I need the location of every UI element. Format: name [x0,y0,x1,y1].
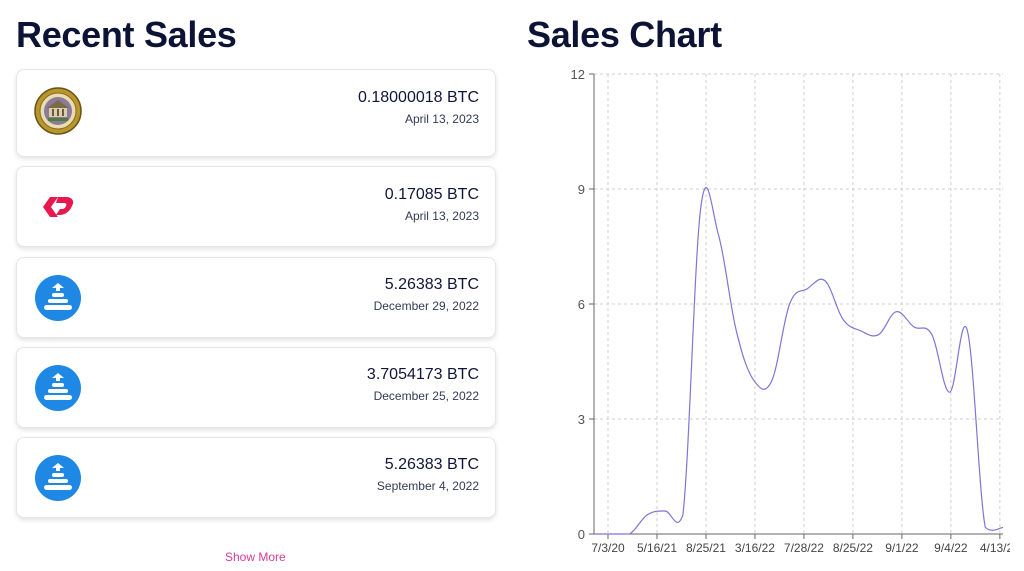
sale-card[interactable]: 5.26383 BTC December 29, 2022 [16,257,496,338]
pink-logo-icon [34,183,82,231]
x-tick-label: 5/16/21 [637,541,677,555]
chart-grid [594,73,1003,535]
x-tick-label: 3/16/22 [735,541,775,555]
x-tick-label: 9/4/22 [934,541,968,555]
x-tick-label: 7/28/22 [784,541,824,555]
blue-stack-icon [34,454,82,502]
sale-date: April 13, 2023 [404,209,479,223]
x-tick-label: 8/25/22 [833,541,873,555]
sale-date: April 13, 2023 [404,112,479,126]
sale-card[interactable]: 3.7054173 BTC December 25, 2022 [16,347,496,428]
sale-date: September 4, 2022 [376,479,479,493]
x-tick-label: 7/3/20 [591,541,625,555]
y-axis-ticks: 0 3 6 9 12 [571,67,594,542]
show-more-link[interactable]: Show More [225,550,286,564]
sale-amount: 5.26383 BTC [384,456,479,473]
sale-amount: 0.17085 BTC [384,186,479,203]
sale-card[interactable]: 0.17085 BTC April 13, 2023 [16,166,496,247]
y-tick-label: 9 [578,182,585,197]
x-tick-label: 9/1/22 [885,541,919,555]
sales-chart: 0 3 6 9 12 7/3/20 5/16/21 8/25/21 3/16/22 7/28/2… [571,67,1010,555]
sales-series-line [594,187,1004,535]
sale-date: December 29, 2022 [373,299,479,313]
sale-amount: 0.18000018 BTC [358,89,479,106]
y-tick-label: 6 [578,297,585,312]
blue-stack-icon [34,274,82,322]
y-tick-label: 0 [578,527,585,542]
x-tick-label: 4/13/23 [980,541,1010,555]
sale-date: December 25, 2022 [373,389,479,403]
sales-chart-title: Sales Chart [527,14,722,55]
blue-stack-icon [34,364,82,412]
x-tick-label: 8/25/21 [686,541,726,555]
sale-card[interactable]: 0.18000018 BTC April 13, 2023 [16,69,496,157]
sale-card[interactable]: 5.26383 BTC September 4, 2022 [16,437,496,518]
y-tick-label: 3 [578,412,585,427]
recent-sales-title: Recent Sales [16,14,237,55]
y-tick-label: 12 [571,67,585,82]
x-axis-ticks: 7/3/20 5/16/21 8/25/21 3/16/22 7/28/22 8/25/2… [591,534,1010,555]
sale-amount: 5.26383 BTC [384,276,479,293]
sale-amount: 3.7054173 BTC [366,366,479,383]
seal-badge-icon [34,87,82,135]
